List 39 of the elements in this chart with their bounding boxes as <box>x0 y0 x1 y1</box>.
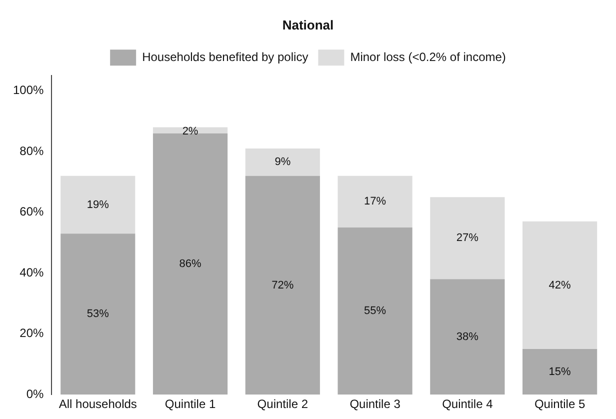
x-tick-label: Quintile 2 <box>257 397 308 412</box>
x-tick-label: Quintile 1 <box>164 397 216 412</box>
bar <box>522 221 598 350</box>
data-label: 27% <box>456 232 479 244</box>
y-tick-label: 80% <box>20 144 44 158</box>
data-label: 72% <box>272 279 294 292</box>
data-label: 19% <box>86 198 110 211</box>
bar <box>60 176 136 234</box>
bar <box>60 234 136 395</box>
y-tick-label: 0% <box>26 386 44 401</box>
bar <box>152 127 228 134</box>
bar <box>338 176 412 228</box>
chart-title: National <box>282 17 334 32</box>
y-tick-label: 100% <box>12 83 44 98</box>
data-label: 15% <box>548 366 572 378</box>
bar <box>430 279 505 395</box>
data-label: 17% <box>364 196 386 208</box>
y-tick-label: 60% <box>20 204 44 219</box>
bar <box>245 148 320 176</box>
data-label: 9% <box>274 156 291 168</box>
y-tick-label: 20% <box>20 326 44 340</box>
bar <box>522 349 598 395</box>
legend-label: Households benefited by policy <box>142 50 308 64</box>
x-tick-label: All households <box>58 397 137 412</box>
data-label: 38% <box>456 330 479 343</box>
data-label: 55% <box>364 305 386 318</box>
bar <box>430 197 505 280</box>
x-tick-label: Quintile 4 <box>442 397 494 412</box>
data-label: 86% <box>179 258 202 270</box>
data-label: 42% <box>548 279 572 292</box>
data-label: 53% <box>86 308 110 320</box>
bar <box>152 133 228 395</box>
x-tick-label: Quintile 3 <box>350 397 401 412</box>
data-label: 2% <box>182 125 198 138</box>
bar <box>338 228 412 395</box>
bar <box>245 176 320 395</box>
x-tick-label: Quintile 5 <box>534 397 586 412</box>
legend-label: Minor loss (<0.2% of income) <box>350 50 506 64</box>
y-tick-label: 40% <box>20 265 44 280</box>
